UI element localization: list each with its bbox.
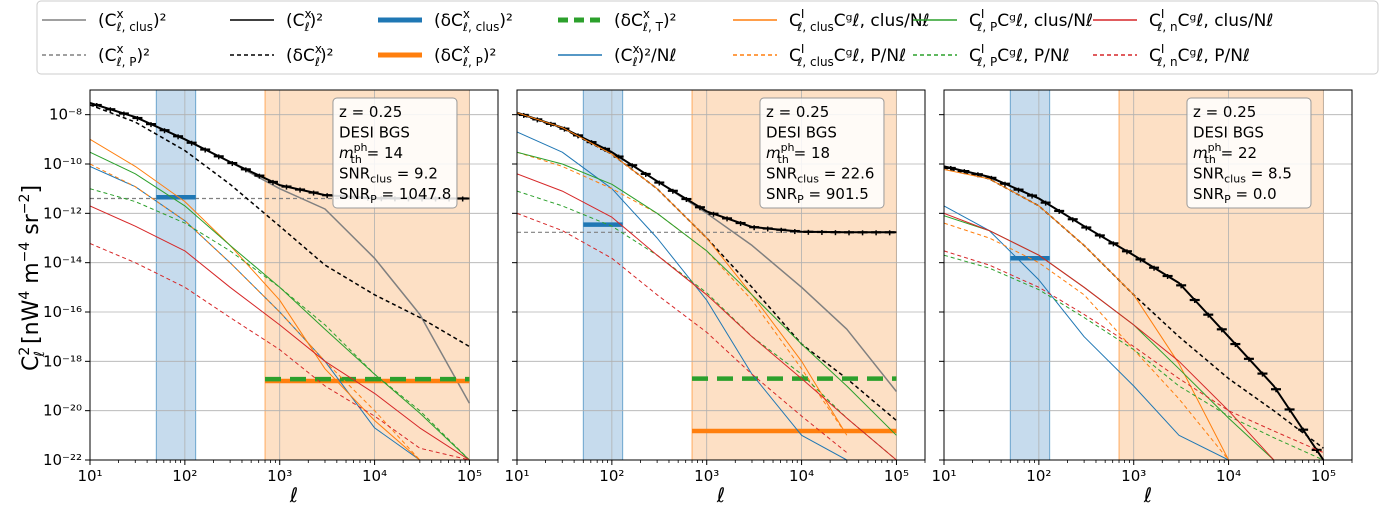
x-tick-label: 10³ (694, 467, 719, 485)
legend-label-6: (δCx ℓ, T)² (614, 7, 676, 34)
info-line-2: mph th = 18 (766, 141, 830, 166)
x-tick-label: 10² (172, 467, 197, 485)
legend-label-2: (Cx ℓ)² (286, 7, 323, 34)
band-blue (583, 90, 623, 460)
info-line-4: SNRP = 901.5 (766, 185, 869, 206)
x-tick-label: 10¹ (931, 467, 956, 485)
info-line-3: SNRclus = 9.2 (339, 165, 438, 186)
legend: (Cx ℓ, clus)² (Cx ℓ, P)² (Cx ℓ)² (δCx ℓ)² (δCx ℓ,… (36, 0, 1379, 75)
info-line-3: SNRclus = 8.5 (1193, 165, 1292, 186)
info-box (759, 97, 885, 209)
x-axis-label: ℓ (289, 483, 298, 506)
series-line-8 (944, 254, 1324, 460)
legend-label-4: (δCx ℓ, clus)² (434, 7, 513, 34)
info-line-2: mph th = 22 (1193, 141, 1257, 166)
info-box (332, 97, 458, 209)
x-tick-label: 10⁵ (1311, 467, 1336, 485)
info-line-4: SNRP = 0.0 (1193, 185, 1277, 206)
series-line-5 (944, 169, 1230, 460)
x-tick-label: 10³ (1121, 467, 1146, 485)
series-line-9 (90, 163, 421, 460)
series-line-12 (90, 205, 470, 460)
info-line-0: z = 0.25 (339, 103, 402, 121)
axes-frame (89, 89, 499, 461)
info-line-0: z = 0.25 (766, 103, 829, 121)
series-line-13 (90, 243, 470, 460)
x-tick-label: 10⁵ (457, 467, 482, 485)
y-tick-label: 10⁻¹⁰ (43, 155, 82, 173)
legend-label-9: CI ℓ, clusCᵍℓ, P/Nℓ (789, 42, 906, 69)
legend-label-11: CI ℓ, PCᵍℓ, P/Nℓ (969, 42, 1070, 69)
series-line-10 (90, 151, 470, 460)
x-tick-label: 10¹ (77, 467, 102, 485)
band-blue (156, 90, 196, 460)
series-line-8 (517, 112, 848, 436)
legend-label-7: (Cx ℓ)²/Nℓ (614, 42, 677, 69)
x-tick-label: 10⁴ (789, 467, 814, 485)
info-line-1: DESI BGS (339, 124, 410, 142)
info-line-3: SNRclus = 22.6 (766, 165, 875, 186)
y-tick-label: 10⁻¹⁸ (43, 352, 82, 370)
x-axis-label: ℓ (1143, 483, 1152, 506)
x-tick-label: 10¹ (504, 467, 529, 485)
info-line-1: DESI BGS (766, 124, 837, 142)
axes-frame (516, 89, 926, 461)
y-axis-label: C2ℓ [nW4 m−4 sr−2] (17, 185, 48, 371)
x-tick-label: 10⁵ (884, 467, 909, 485)
legend-label-3: (δCx ℓ)² (286, 42, 333, 69)
legend-label-10: CI ℓ, PCᵍℓ, clus/Nℓ (969, 7, 1093, 34)
series-line-13 (517, 212, 848, 453)
axes-frame (943, 89, 1353, 461)
series-line-7 (517, 131, 848, 460)
info-box (1186, 97, 1312, 209)
info-line-2: mph th = 14 (339, 141, 403, 166)
series-line-11 (517, 190, 897, 460)
y-tick-label: 10⁻⁸ (49, 106, 82, 124)
y-tick-label: 10⁻²² (43, 451, 82, 469)
band-blue (1010, 90, 1050, 460)
series-line-11 (90, 188, 470, 460)
x-axis-label: ℓ (716, 483, 725, 506)
info-line-0: z = 0.25 (1193, 103, 1256, 121)
series-line-9 (944, 212, 1275, 460)
series-line-10 (517, 151, 897, 436)
legend-label-5: (δCx ℓ, P)² (434, 42, 496, 69)
legend-label-0: (Cx ℓ, clus)² (98, 7, 166, 34)
x-tick-label: 10² (599, 467, 624, 485)
legend-label-13: CI ℓ, nCᵍℓ, P/Nℓ (1149, 42, 1250, 69)
info-line-1: DESI BGS (1193, 124, 1264, 142)
y-tick-label: 10⁻¹⁴ (43, 254, 82, 272)
y-tick-label: 10⁻¹⁶ (43, 303, 82, 321)
legend-label-8: CI ℓ, clusCᵍℓ, clus/Nℓ (789, 7, 930, 34)
x-tick-label: 10³ (267, 467, 292, 485)
y-tick-label: 10⁻²⁰ (43, 402, 82, 420)
y-tick-label: 10⁻¹² (43, 204, 82, 222)
x-tick-label: 10⁴ (362, 467, 387, 485)
legend-label-1: (Cx ℓ, P)² (98, 42, 150, 69)
series-line-7 (90, 165, 421, 460)
x-tick-label: 10⁴ (1216, 467, 1241, 485)
x-tick-label: 10² (1026, 467, 1051, 485)
info-line-4: SNRP = 1047.8 (339, 185, 451, 206)
series-group (517, 111, 897, 460)
panel-1: 10¹ 10² 10³ 10⁴ 10⁵ ℓ 10⁻⁸ 10⁻¹⁰ 10⁻¹² 10⁻¹⁴ 10⁻¹⁶… (43, 89, 499, 506)
series-line-10 (944, 250, 1324, 454)
series-line-12 (517, 173, 897, 460)
legend-label-12: CI ℓ, nCᵍℓ, clus/Nℓ (1149, 7, 1273, 34)
series-group (944, 165, 1325, 460)
series-line-8 (90, 138, 470, 460)
legend-frame (36, 0, 1379, 75)
series-line-3 (90, 104, 470, 348)
